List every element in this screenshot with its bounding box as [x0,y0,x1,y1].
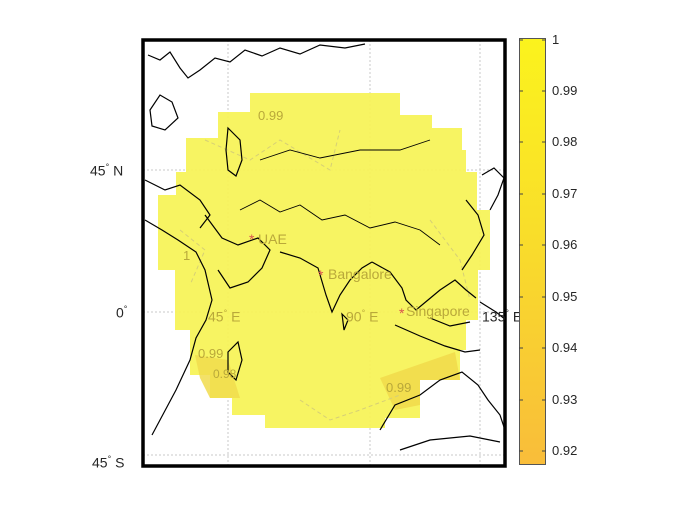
indonesia-coast [394,301,507,353]
city-marker-singapore: * [399,305,405,321]
colorbar-tick-label: 0.97 [552,186,578,201]
inland-borders [239,139,441,246]
contour-label: 0.98 [213,367,237,381]
europe-coast [147,43,366,79]
lon-degree: 90 [346,308,362,325]
colorbar-tick-label: 0.99 [552,83,578,98]
city-label-bangalore: Bangalore [328,266,392,282]
low-value-patch [380,352,460,410]
colorbar-tick-label: 0.98 [552,134,578,149]
lon-hemisphere: E [369,308,379,325]
scandinavia-coast [149,94,179,131]
africa-coast [144,219,213,436]
city-label-uae: UAE [258,231,287,247]
map-frame [141,38,507,468]
lon-label-45e: 45° E [208,308,241,325]
contour-label: 0.99 [198,346,224,361]
madagascar-coast [227,340,243,382]
colorbar-tick-label: 1 [552,32,560,47]
contour-label: 0.99 [258,108,284,123]
mediterranean-coast [144,179,211,229]
lon-degree: 45 [208,308,224,325]
colorbar-tick-label: 0.93 [552,392,578,407]
city-marker-uae: * [249,231,255,247]
lat-degree: 0 [116,304,124,321]
lat-degree: 45 [90,162,106,179]
lat-label-45n: 45° N [90,162,124,179]
lon-label-135e: 135° E [482,308,523,325]
colorbar-tick-label: 0.95 [552,289,578,304]
coverage-area [158,93,490,428]
srilanka-coast [341,312,349,331]
arabia-coast [204,214,271,289]
seasia-coast [371,261,477,311]
india-coast [279,251,373,314]
lat-degree: 45 [92,454,108,471]
lon-hemisphere: E [512,308,523,325]
japan-coast [481,167,505,211]
lon-hemisphere: E [231,308,241,325]
colorbar-tick-label: 0.92 [552,443,578,458]
city-label-singapore: Singapore [406,303,470,319]
china-coast [461,199,485,271]
lat-label-45s: 45° S [92,454,125,471]
lat-hemisphere: N [113,162,124,179]
lat-label-0: 0° [116,304,128,321]
city-marker-bangalore: * [318,267,324,283]
contour-label: 0.99 [386,380,412,395]
contour-lines [179,129,471,421]
colorbar [519,38,546,465]
australia-coast [379,371,506,451]
coverage-field [158,93,490,428]
lon-degree: 135 [482,308,506,325]
contour-label: 1 [183,248,191,263]
lat-hemisphere: S [115,454,125,471]
city-markers: * * * [249,231,405,321]
low-value-patch-west [195,355,240,398]
colorbar-tick-label: 0.94 [552,340,578,355]
colorbar-tick-label: 0.96 [552,237,578,252]
lon-label-90e: 90° E [346,308,379,325]
caspian-coast [225,126,243,177]
